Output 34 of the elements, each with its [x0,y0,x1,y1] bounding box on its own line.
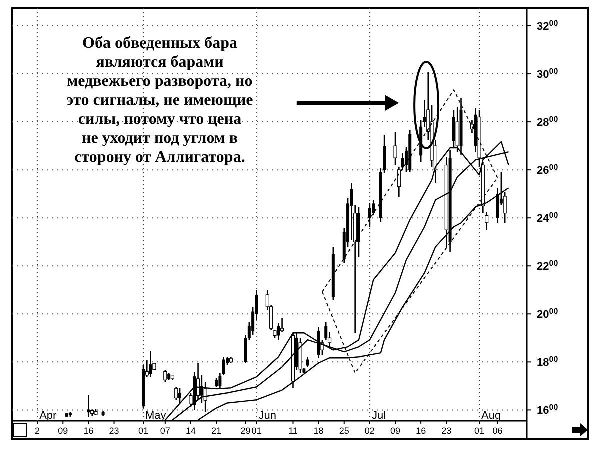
annotation: Оба обведенных бара являются барами медвежьего разворота, но это сигналы, не имеющие силы, потому что цена не уходит под углом в сторону от Аллигатора. [66,35,254,166]
x-tick-label: 09 [58,426,68,436]
x-tick-label: 14 [186,426,196,436]
x-tick-label: 23 [109,426,120,436]
x-tick-label: 21 [212,426,222,436]
x-tick-label: 06 [492,426,503,436]
y-tick-label: 20$^{00}$ [537,306,559,321]
y-tick-label: 32$^{00}$ [537,18,559,33]
y-tick-label: 18$^{00}$ [537,354,559,370]
ref-line-label: Apr [40,410,58,422]
x-tick-label: 01 [252,426,262,436]
x-tick-label: 2 [35,426,40,436]
ref-line-label: Aug [482,410,502,422]
x-tick-label: 02 [364,426,375,436]
y-tick-label: 16$^{00}$ [537,402,559,418]
x-tick-label: 09 [390,426,401,436]
x-tick-label: 25 [339,426,350,436]
x-tick-label: 11 [288,426,298,436]
y-tick-label: 22$^{00}$ [537,258,559,273]
x-tick-label: 23 [442,426,452,436]
x-tick-label: 07 [160,426,170,436]
x-tick-label: 01 [138,426,148,436]
ref-line-label: Jul [372,410,386,422]
y-tick-label: 30$^{00}$ [537,66,559,81]
x-tick-label: 16 [84,426,94,436]
x-tick-label: 29 [240,426,251,436]
y-tick-label: 24$^{00}$ [537,210,559,225]
ref-line-label: Jun [258,410,276,422]
x-tick-label: 18 [314,426,324,436]
ref-line-label: May [145,410,167,422]
x-tick-label: 16 [416,426,426,436]
y-tick-label: 26$^{00}$ [537,162,559,177]
y-tick-label: 28$^{00}$ [537,114,559,129]
x-tick-label: 01 [474,426,485,436]
